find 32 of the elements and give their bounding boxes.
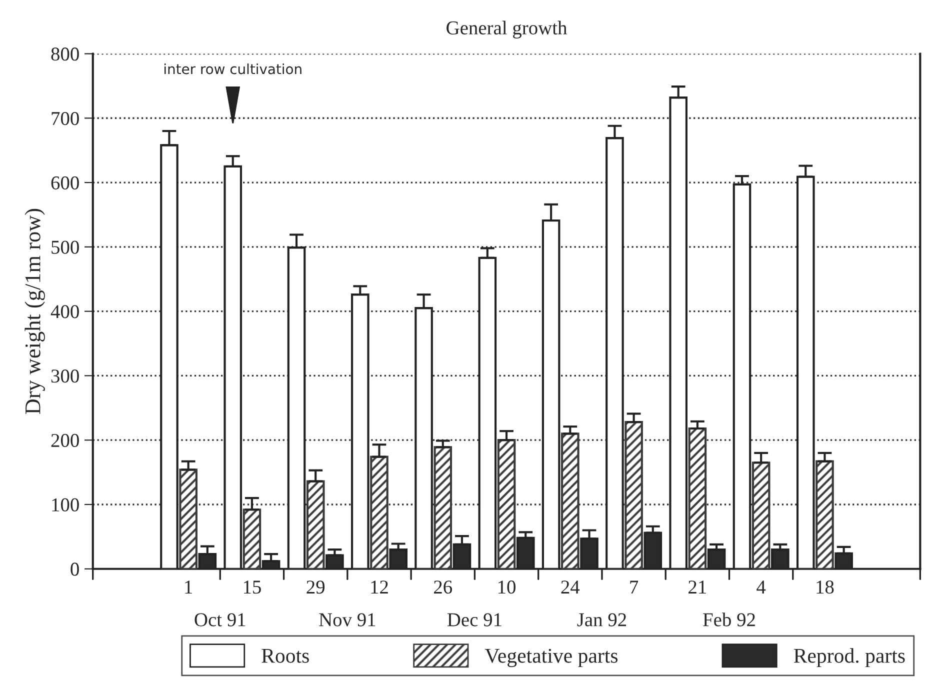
x-tick-label: 18 xyxy=(816,580,834,594)
x-tick-label: 24 xyxy=(561,580,580,594)
x-tick-label: 29 xyxy=(306,580,325,594)
x-tick-label: 26 xyxy=(434,580,452,594)
legend-label: Vegetative parts xyxy=(484,648,618,668)
x-tick-label: 15 xyxy=(244,580,261,594)
x-tick-label: 21 xyxy=(688,580,706,594)
x-tick-label: 7 xyxy=(630,580,638,594)
y-tick-label: 0 xyxy=(70,562,79,576)
x-tick-label: 12 xyxy=(371,580,388,594)
y-tick-label: 100 xyxy=(52,498,79,512)
legend-label: Reprod. parts xyxy=(794,648,905,668)
y-axis-title: Dry weight (g/1m row) xyxy=(24,208,45,414)
text: Dec 91 xyxy=(447,613,502,626)
x-tick-label: 4 xyxy=(756,580,766,594)
bar xyxy=(242,508,262,569)
legend-label: Roots xyxy=(262,648,309,663)
y-tick-label: 200 xyxy=(51,434,79,448)
y-tick-label: 700 xyxy=(52,112,79,126)
x-tick-label: 10 xyxy=(498,580,516,594)
x-tick-label: 1 xyxy=(185,580,192,594)
text: Nov 91 xyxy=(319,613,376,626)
chart-title: General growth xyxy=(446,20,568,38)
annotation: inter row cultivation xyxy=(164,63,302,74)
y-tick-label: 800 xyxy=(51,48,79,61)
text: Feb 92 xyxy=(703,612,755,626)
y-tick-label: 400 xyxy=(50,305,79,318)
y-tick-label: 300 xyxy=(51,370,79,383)
text: Jan 92 xyxy=(577,613,626,626)
y-tick-label: 600 xyxy=(51,176,79,190)
text: Oct 91 xyxy=(194,613,246,626)
y-tick-label: 500 xyxy=(52,240,79,254)
